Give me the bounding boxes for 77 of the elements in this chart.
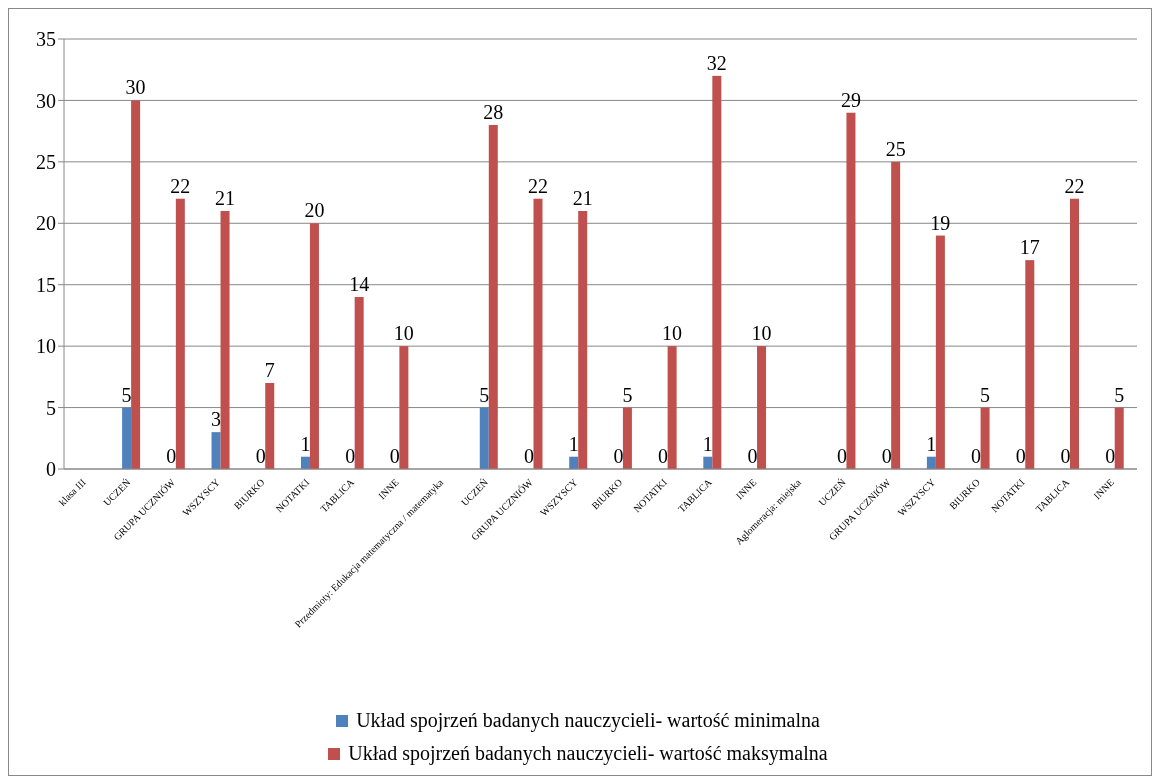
- bar: [220, 211, 230, 469]
- data-label: 20: [304, 199, 325, 222]
- data-label: 28: [483, 101, 504, 123]
- bar: [265, 383, 275, 469]
- bar: [122, 407, 132, 469]
- y-tick-label: 35: [36, 28, 56, 51]
- data-label: 0: [747, 445, 758, 467]
- data-label: 5: [121, 383, 132, 406]
- data-label: 0: [836, 445, 847, 467]
- bar: [622, 407, 632, 469]
- y-tick-label: 15: [36, 273, 56, 296]
- bar: [578, 211, 588, 469]
- data-label: 0: [1060, 445, 1071, 467]
- bar: [399, 346, 409, 469]
- data-label: 0: [881, 445, 892, 467]
- data-label: 22: [528, 174, 548, 197]
- bar: [354, 297, 364, 469]
- data-label: 7: [264, 359, 275, 381]
- data-label: 1: [702, 432, 713, 455]
- data-label: 1: [926, 432, 937, 455]
- bar: [533, 198, 543, 469]
- data-label: 19: [930, 211, 951, 234]
- bar: [935, 235, 945, 469]
- data-label: 5: [479, 383, 490, 406]
- data-label: 10: [393, 322, 414, 345]
- bar: [846, 112, 856, 469]
- data-label: 10: [662, 322, 683, 345]
- data-label: 0: [255, 445, 266, 467]
- data-label: 1: [568, 432, 579, 455]
- data-label: 22: [1064, 174, 1085, 197]
- bar: [211, 432, 221, 469]
- y-tick-label: 30: [36, 89, 56, 112]
- legend-label: Układ spojrzeń badanych nauczycieli- wartość maksymalna: [348, 742, 828, 765]
- y-tick-label: 5: [46, 396, 56, 419]
- data-label: 0: [613, 445, 624, 467]
- data-label: 0: [166, 445, 177, 467]
- bar: [1070, 198, 1079, 469]
- bar: [309, 223, 319, 469]
- bar: [479, 407, 489, 469]
- y-tick-label: 0: [46, 458, 56, 481]
- bar: [1025, 260, 1035, 469]
- y-tick-label: 20: [36, 212, 56, 235]
- bar: [1114, 407, 1124, 469]
- data-label: 29: [840, 88, 861, 111]
- bar: [712, 75, 722, 469]
- data-label: 32: [706, 51, 727, 74]
- data-label: 14: [349, 273, 370, 295]
- data-label: 0: [1105, 445, 1116, 467]
- bar: [891, 161, 901, 469]
- y-tick-label: 25: [36, 150, 56, 173]
- data-label: 0: [1015, 445, 1026, 467]
- data-label: 1: [300, 432, 311, 455]
- bar: [980, 407, 990, 469]
- data-label: 25: [885, 137, 906, 160]
- data-label: 0: [658, 445, 669, 467]
- y-tick-label: 10: [36, 335, 56, 358]
- data-label: 0: [971, 445, 982, 467]
- data-label: 0: [524, 445, 534, 467]
- bar: [131, 100, 141, 469]
- data-label: 5: [622, 383, 633, 406]
- data-label: 17: [1019, 236, 1040, 259]
- data-label: 3: [211, 408, 222, 431]
- data-label: 0: [345, 445, 356, 467]
- data-label: 0: [389, 445, 400, 467]
- data-label: 21: [215, 187, 236, 209]
- bar: [757, 346, 767, 469]
- bar: [175, 198, 185, 469]
- data-label: 5: [1114, 383, 1125, 406]
- legend-label: Układ spojrzeń badanych nauczycieli- wartość minimalna: [356, 709, 820, 732]
- x-tick-label: klasa III: [56, 476, 88, 508]
- data-label: 21: [572, 187, 593, 209]
- data-label: 22: [170, 174, 191, 197]
- data-label: 10: [751, 322, 772, 345]
- data-label: 5: [980, 383, 991, 406]
- bar: [667, 346, 677, 469]
- data-label: 30: [125, 76, 146, 99]
- bar: [488, 125, 498, 469]
